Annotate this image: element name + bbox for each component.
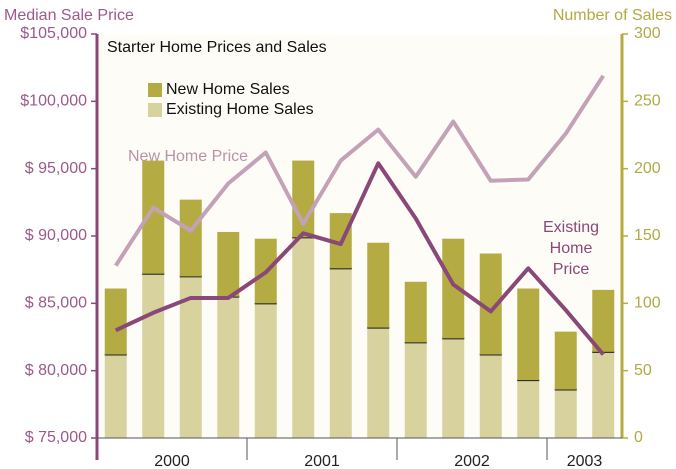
bar [367,327,390,438]
x-group-label: 2003 [567,453,603,469]
bar [404,281,427,343]
annotation: Home [550,240,593,257]
bar [104,354,127,438]
bar [442,238,465,339]
bar [142,160,165,274]
annotation: Existing [543,219,599,236]
y2-axis-label: Number of Sales [553,7,672,24]
bar [254,303,277,438]
y-axis-label: Median Sale Price [4,7,134,24]
price-line [114,74,605,267]
bar [142,273,165,438]
x-group-label: 2000 [154,453,190,469]
bar [517,380,540,438]
legend-label: New Home Sales [166,81,290,98]
x-group-label: 2002 [454,453,490,469]
legend-swatch [148,103,162,117]
legend-label: Existing Home Sales [166,101,314,118]
y2-tick-label: 50 [634,362,652,379]
y2-tick-label: 150 [634,227,661,244]
bar [592,289,615,352]
bar [442,338,465,438]
y-tick-label: $100,000 [20,93,87,110]
y2-tick-label: 250 [634,93,661,110]
y2-tick-label: 300 [634,25,661,42]
bar [179,276,202,438]
annotation: New Home Price [128,148,248,165]
y2-tick-label: 200 [634,160,661,177]
y2-tick-label: 100 [634,295,661,312]
y-tick-label: $ 90,000 [25,227,87,244]
bar [404,342,427,438]
y-tick-label: $ 75,000 [25,429,87,446]
legend-swatch [148,83,162,97]
y-tick-label: $105,000 [20,25,87,42]
bar [367,242,390,328]
price-line [114,161,605,356]
bar [479,354,502,438]
bar [292,237,315,438]
bar [517,288,540,381]
bar [217,231,240,297]
annotation: Price [553,261,590,278]
bar [217,296,240,438]
y-tick-label: $ 80,000 [25,362,87,379]
bar [554,389,577,438]
y-tick-label: $ 85,000 [25,295,87,312]
chart-title: Starter Home Prices and Sales [107,39,327,56]
bar [329,268,352,438]
bar [104,288,127,355]
bar [179,199,202,277]
x-group-label: 2001 [304,453,340,469]
bar [592,351,615,438]
y2-tick-label: 0 [634,429,643,446]
bar [479,253,502,355]
y-tick-label: $ 95,000 [25,160,87,177]
bar [554,331,577,390]
